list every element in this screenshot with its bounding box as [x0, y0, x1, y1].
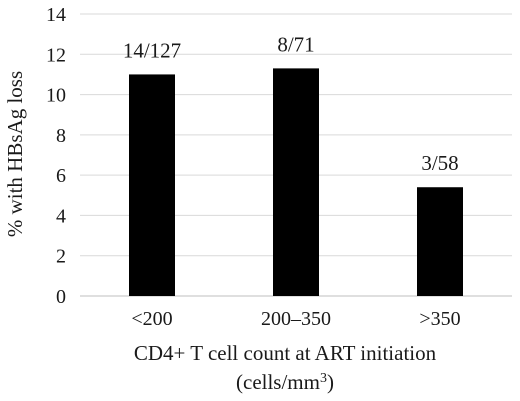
x-tick-label: >350 — [419, 308, 460, 330]
y-tick-label: 8 — [56, 125, 66, 147]
y-tick-label: 14 — [46, 4, 66, 26]
x-tick-label: <200 — [131, 308, 172, 330]
data-label: 3/58 — [421, 151, 458, 175]
y-axis-ticks: 0 2 4 6 8 10 12 14 — [46, 4, 66, 308]
y-tick-label: 10 — [46, 85, 66, 107]
x-axis-ticks: <200 200–350 >350 — [131, 308, 460, 330]
x-axis-unit-suffix: ) — [327, 370, 334, 394]
y-tick-label: 4 — [56, 205, 66, 227]
bar — [417, 187, 463, 296]
data-labels: 14/127 8/71 3/58 — [123, 32, 459, 175]
x-axis-title-line2: (cells/mm3) — [236, 370, 334, 394]
bars — [129, 68, 463, 296]
bar — [273, 68, 319, 296]
x-tick-label: 200–350 — [261, 308, 331, 330]
x-axis-unit-prefix: (cells/mm — [236, 370, 320, 394]
x-axis-unit-superscript: 3 — [320, 371, 327, 386]
y-tick-label: 2 — [56, 246, 66, 268]
x-axis-title-line1: CD4+ T cell count at ART initiation — [134, 341, 437, 365]
data-label: 8/71 — [277, 32, 314, 56]
bar — [129, 74, 175, 296]
y-tick-label: 6 — [56, 165, 66, 187]
y-axis-title: % with HBsAg loss — [3, 71, 27, 237]
y-tick-label: 12 — [46, 44, 66, 66]
data-label: 14/127 — [123, 38, 181, 62]
y-tick-label: 0 — [56, 286, 66, 308]
